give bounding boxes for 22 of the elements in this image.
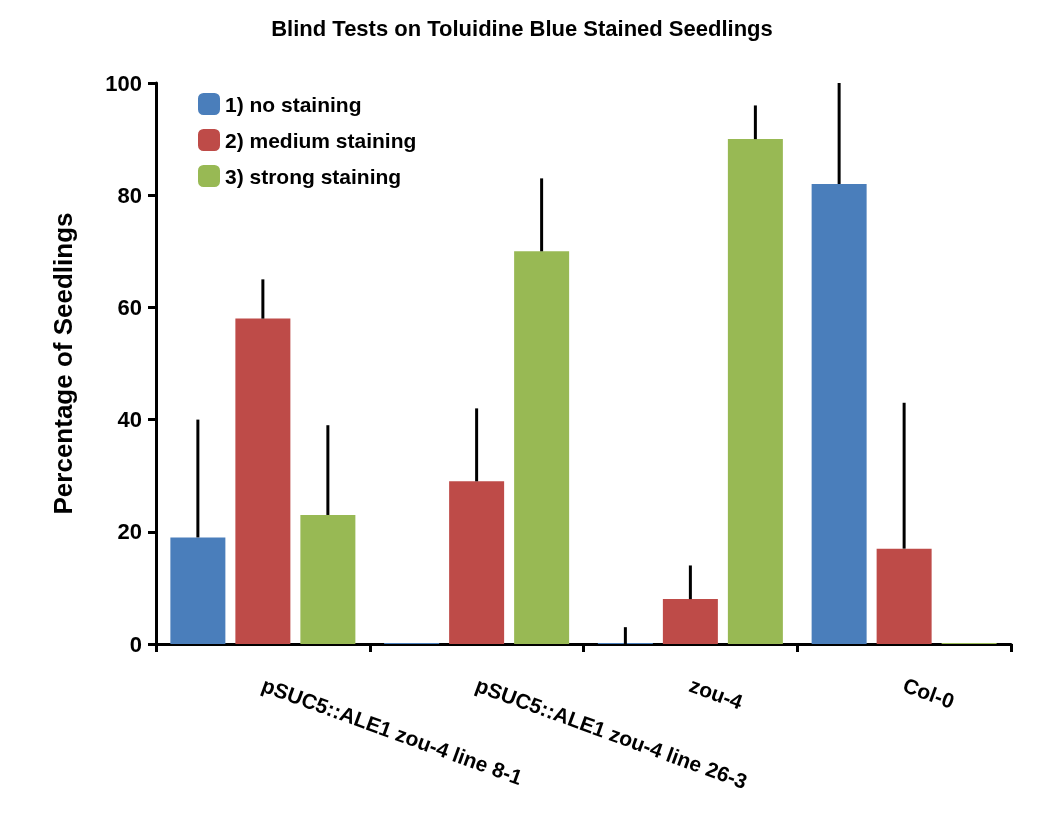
- chart-title: Blind Tests on Toluidine Blue Stained Seedlings: [271, 15, 773, 41]
- x-tick-label: Col-0: [900, 673, 958, 713]
- legend-label: 2) medium staining: [225, 128, 417, 152]
- bar: [811, 183, 867, 644]
- y-tick-label: 100: [105, 70, 142, 96]
- x-tick-label: zou-4: [686, 673, 747, 714]
- y-tick-label: 80: [117, 182, 142, 208]
- legend-label: 1) no staining: [225, 92, 362, 116]
- y-tick-label: 0: [129, 631, 142, 657]
- bar: [727, 139, 783, 644]
- bar: [235, 318, 291, 644]
- y-axis-title: Percentage of Seedlings: [48, 212, 78, 515]
- bar: [876, 548, 932, 644]
- bar: [300, 514, 356, 644]
- y-tick-label: 60: [117, 294, 142, 320]
- bar: [514, 251, 570, 644]
- bar: [662, 599, 718, 644]
- bar: [449, 481, 505, 644]
- legend-label: 3) strong staining: [225, 164, 402, 188]
- bar: [170, 537, 226, 644]
- y-tick-label: 40: [117, 407, 142, 433]
- y-tick-label: 20: [117, 519, 142, 545]
